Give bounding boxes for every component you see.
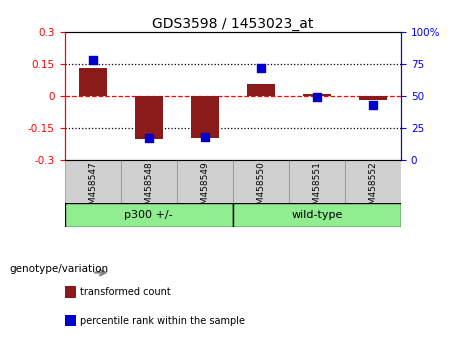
Title: GDS3598 / 1453023_at: GDS3598 / 1453023_at	[152, 17, 313, 31]
Text: GSM458549: GSM458549	[200, 161, 209, 216]
Bar	[121, 160, 177, 203]
Bar	[233, 203, 401, 227]
Bar	[233, 160, 289, 203]
Bar	[303, 94, 331, 96]
Text: genotype/variation: genotype/variation	[9, 264, 108, 274]
Bar	[359, 96, 387, 100]
Text: GSM458550: GSM458550	[256, 161, 266, 216]
Text: p300 +/-: p300 +/-	[124, 210, 173, 220]
Bar	[65, 203, 233, 227]
Text: GSM458551: GSM458551	[313, 161, 321, 216]
Bar	[345, 160, 401, 203]
Point	[257, 65, 265, 71]
Text: transformed count: transformed count	[80, 287, 171, 297]
Point	[145, 136, 152, 141]
Bar	[177, 160, 233, 203]
Text: GSM458552: GSM458552	[368, 161, 378, 216]
Bar	[135, 96, 163, 139]
Bar	[289, 160, 345, 203]
Bar	[78, 68, 106, 96]
Text: percentile rank within the sample: percentile rank within the sample	[80, 316, 245, 326]
Bar	[65, 160, 121, 203]
Point	[201, 134, 208, 140]
Text: GSM458548: GSM458548	[144, 161, 153, 216]
Text: GSM458547: GSM458547	[88, 161, 97, 216]
Point	[313, 95, 321, 100]
Text: wild-type: wild-type	[291, 210, 343, 220]
Bar	[247, 84, 275, 96]
Point	[369, 102, 377, 108]
Point	[89, 57, 96, 63]
Bar	[191, 96, 219, 138]
